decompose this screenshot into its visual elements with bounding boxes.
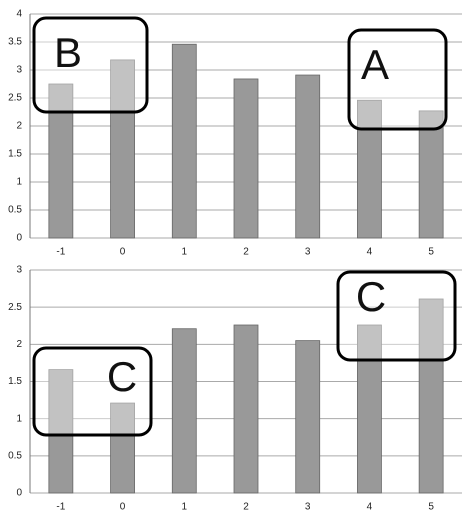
x-tick-label: 0	[120, 502, 126, 513]
bar	[48, 83, 74, 239]
bar	[357, 324, 382, 494]
x-tick-label: -1	[56, 502, 65, 513]
bar	[110, 402, 135, 494]
y-tick-label: 0	[16, 233, 22, 244]
y-tick-label: 1	[16, 177, 22, 188]
x-tick-label: 5	[428, 502, 434, 513]
annotation-box	[347, 28, 448, 131]
x-tick-label: 4	[367, 502, 373, 513]
x-tick-label: 3	[305, 247, 311, 258]
bar	[233, 78, 259, 239]
annotation-box	[32, 16, 149, 114]
annotation-box	[336, 270, 457, 362]
bar	[171, 43, 197, 239]
y-tick-label: 4	[16, 9, 22, 20]
bar	[295, 340, 321, 494]
y-tick-label: 1	[16, 413, 22, 424]
y-tick-label: 0.5	[8, 205, 22, 216]
y-tick-label: 3	[16, 65, 22, 76]
bar	[295, 74, 321, 239]
bar	[233, 324, 259, 494]
y-tick-label: 2.5	[8, 302, 22, 313]
x-tick-label: 2	[243, 247, 249, 258]
x-tick-label: 2	[243, 502, 249, 513]
bar	[48, 369, 74, 494]
bar	[357, 99, 382, 239]
x-tick-label: 0	[120, 247, 126, 258]
y-tick-label: 3	[16, 265, 22, 276]
x-tick-label: 1	[182, 502, 188, 513]
y-tick-label: 2	[16, 121, 22, 132]
annotation-label: B	[54, 29, 82, 76]
annotation-label: C	[107, 353, 137, 400]
x-tick-label: -1	[56, 247, 65, 258]
y-tick-label: 1.5	[8, 149, 22, 160]
x-tick-label: 4	[367, 247, 373, 258]
bar	[171, 328, 197, 494]
annotation-label: A	[361, 41, 389, 88]
y-tick-label: 0.5	[8, 450, 22, 461]
y-tick-label: 3.5	[8, 37, 22, 48]
annotation-box	[32, 346, 153, 437]
y-tick-label: 0	[16, 488, 22, 499]
x-tick-label: 1	[182, 247, 188, 258]
y-tick-label: 2	[16, 339, 22, 350]
bar	[418, 110, 444, 239]
bar	[418, 298, 444, 494]
x-tick-label: 5	[428, 247, 434, 258]
annotation-label: C	[356, 273, 386, 320]
x-tick-label: 3	[305, 502, 311, 513]
y-tick-label: 2.5	[8, 93, 22, 104]
bar	[110, 59, 135, 239]
y-tick-label: 1.5	[8, 376, 22, 387]
